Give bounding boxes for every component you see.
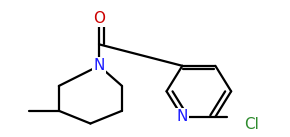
Text: N: N [93, 58, 105, 73]
Text: Cl: Cl [244, 117, 259, 132]
Text: N: N [177, 109, 188, 124]
Text: O: O [93, 11, 105, 26]
